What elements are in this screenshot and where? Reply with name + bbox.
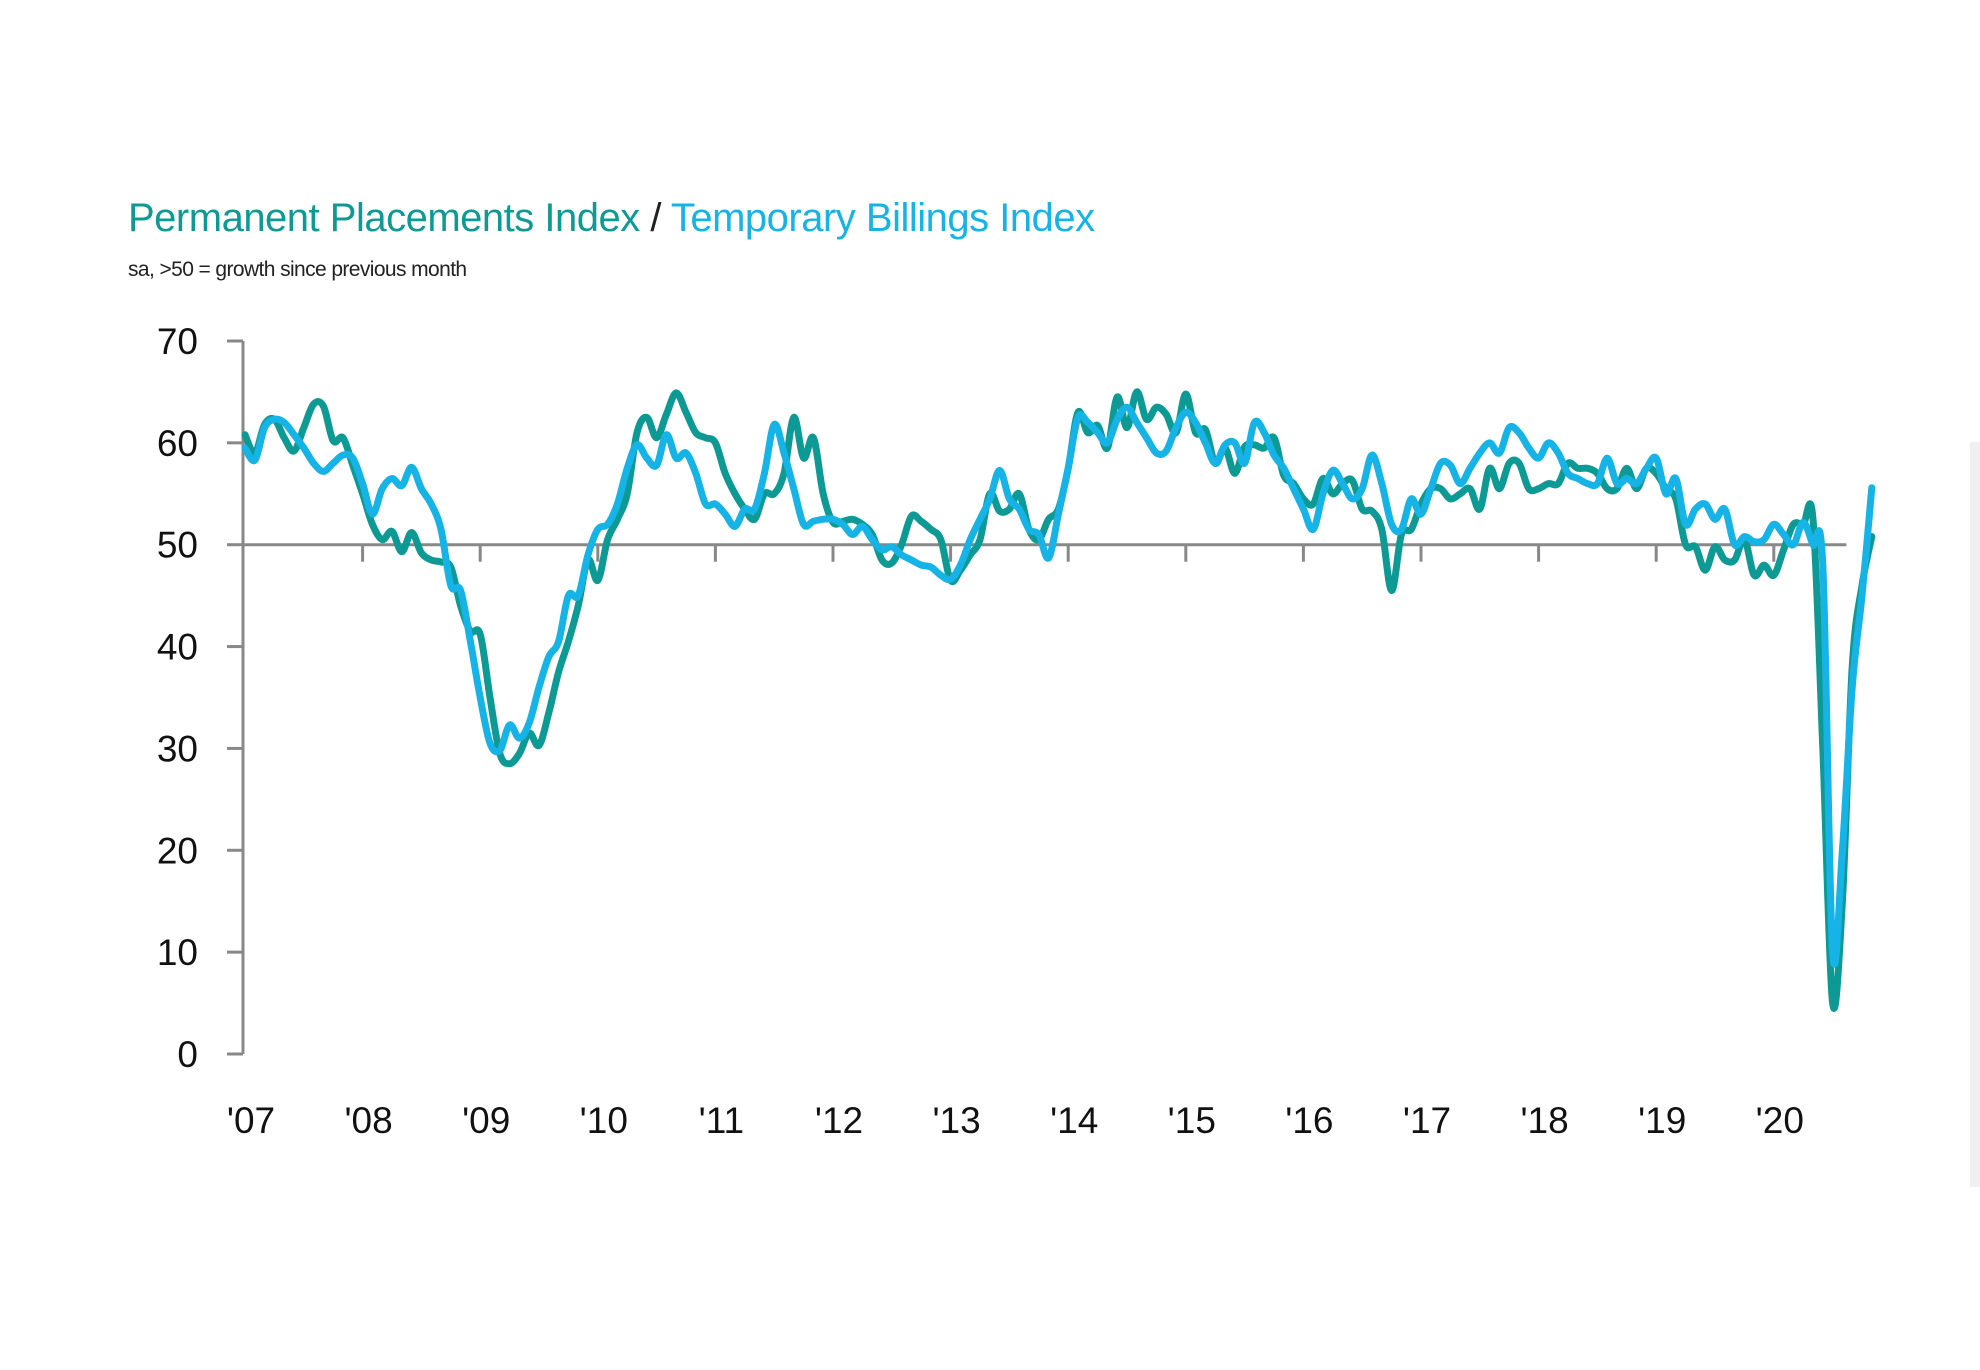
x-tick-label: '14 (1050, 1100, 1098, 1141)
title-temporary-billings: Temporary Billings Index (670, 196, 1095, 240)
y-tick-label: 50 (157, 525, 198, 566)
y-tick-label: 20 (157, 830, 198, 871)
y-tick-label: 60 (157, 423, 198, 464)
y-tick-label: 40 (157, 627, 198, 668)
x-tick-label: '20 (1756, 1100, 1804, 1141)
x-tick-label: '10 (580, 1100, 628, 1141)
x-tick-label: '18 (1520, 1100, 1568, 1141)
title-separator: / (639, 196, 671, 240)
x-tick-label: '08 (344, 1100, 392, 1141)
y-tick-label: 10 (157, 932, 198, 973)
chart-subtitle: sa, >50 = growth since previous month (128, 258, 467, 281)
side-panel (1970, 442, 1980, 1187)
chart-title: Permanent Placements Index / Temporary B… (128, 196, 1095, 241)
x-tick-label: '17 (1403, 1100, 1451, 1141)
x-tick-label: '16 (1285, 1100, 1333, 1141)
x-tick-label: '15 (1168, 1100, 1216, 1141)
series-line-permanent-placements (241, 388, 1876, 1012)
series-line-temporary-billings (241, 403, 1876, 968)
y-tick-label: 70 (157, 321, 198, 362)
title-permanent-placements: Permanent Placements Index (128, 196, 640, 240)
y-tick-label: 0 (177, 1034, 198, 1075)
axes: 0 10 20 30 40 50 60 70 '07 '08 '09 '10 '11 '12 '13 '14 '… (157, 321, 1847, 1141)
x-tick-label: '13 (932, 1100, 980, 1141)
x-tick-label: '12 (815, 1100, 863, 1141)
y-tick-label: 30 (157, 728, 198, 769)
x-tick-label: '11 (699, 1100, 744, 1141)
series-lines (241, 388, 1876, 1012)
x-tick-label: '07 (227, 1100, 275, 1141)
x-tick-label: '09 (462, 1100, 510, 1141)
x-tick-label: '19 (1638, 1100, 1686, 1141)
